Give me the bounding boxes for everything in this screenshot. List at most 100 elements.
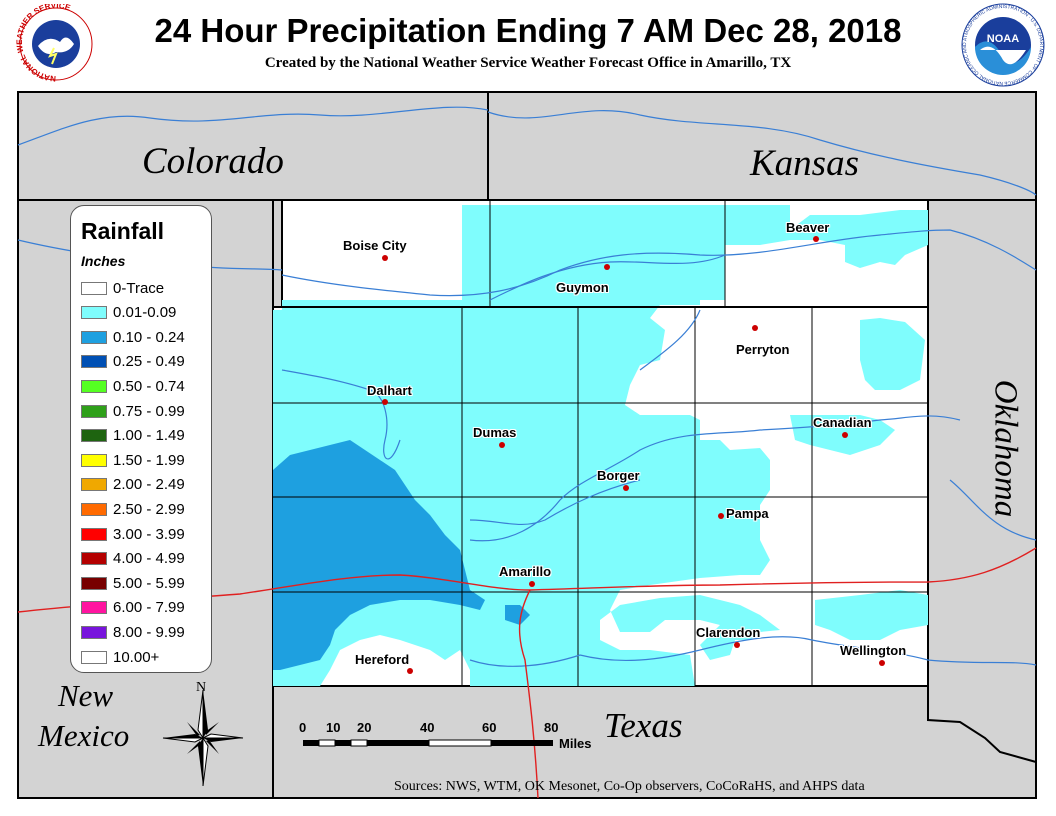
noaa-logo: NOAA NATIONAL OCEANIC AND ATMOSPHERIC AD… [961, 3, 1045, 87]
legend-swatch [81, 650, 107, 664]
legend-swatch [81, 355, 107, 369]
legend-item: 8.00 - 9.99 [81, 622, 185, 642]
compass-icon [162, 689, 244, 787]
city-dot-amarillo [529, 581, 535, 587]
legend-item: 10.00+ [81, 647, 159, 667]
legend-item: 0.25 - 0.49 [81, 352, 185, 372]
city-dot-borger [623, 485, 629, 491]
legend-label: 0.75 - 0.99 [113, 402, 185, 420]
legend-swatch [81, 576, 107, 590]
legend-label: 0.10 - 0.24 [113, 328, 185, 346]
city-label-wellington: Wellington [840, 643, 907, 658]
city-label-borger: Borger [597, 468, 640, 483]
scale-tick-0: 0 [299, 720, 307, 735]
page-subtitle: Created by the National Weather Service … [264, 55, 792, 71]
legend-item: 0-Trace [81, 278, 164, 298]
sources-text: Sources: NWS, WTM, OK Mesonet, Co-Op obs… [394, 779, 865, 794]
legend-swatch [81, 330, 107, 344]
legend-item: 3.00 - 3.99 [81, 524, 185, 544]
legend-swatch [81, 552, 107, 566]
city-label-pampa: Pampa [726, 506, 769, 521]
legend-item: 4.00 - 4.99 [81, 549, 185, 569]
scale-tick-60: 60 [482, 720, 497, 735]
legend-label: 0-Trace [113, 279, 165, 297]
legend-swatch [81, 478, 107, 492]
legend-swatch [81, 527, 107, 541]
scale-tick-20: 20 [357, 720, 372, 735]
city-label-dalhart: Dalhart [367, 383, 412, 398]
legend-label: 3.00 - 3.99 [113, 525, 185, 543]
county-lines [273, 200, 928, 686]
city-label-clarendon: Clarendon [696, 625, 761, 640]
scale-tick-40: 40 [420, 720, 435, 735]
scale-tick-10: 10 [326, 720, 341, 735]
city-dot-guymon [604, 264, 610, 270]
scale-bar [303, 739, 553, 747]
legend-label: 10.00+ [113, 648, 160, 666]
city-dot-clarendon [734, 642, 740, 648]
city-label-hereford: Hereford [355, 652, 410, 667]
city-dot-wellington [879, 660, 885, 666]
legend-label: 5.00 - 5.99 [113, 574, 185, 592]
legend-label: 0.25 - 0.49 [113, 353, 185, 371]
legend-units: Inches [81, 253, 126, 269]
legend-label: 2.50 - 2.99 [113, 500, 185, 518]
state-label-kansas: Kansas [750, 143, 859, 184]
legend-swatch [81, 453, 107, 467]
city-dot-boise-city [382, 255, 388, 261]
legend-item: 0.10 - 0.24 [81, 327, 185, 347]
legend-swatch [81, 601, 107, 615]
legend-item: 1.50 - 1.99 [81, 450, 185, 470]
legend: Rainfall Inches 0-Trace 0.01-0.09 0.10 - 0… [70, 205, 212, 673]
city-label-amarillo: Amarillo [499, 564, 552, 579]
svg-text:NOAA: NOAA [987, 33, 1019, 45]
city-dot-hereford [407, 668, 413, 674]
city-dot-perryton [752, 325, 758, 331]
city-dot-dumas [499, 442, 505, 448]
legend-swatch [81, 404, 107, 418]
legend-item: 0.50 - 0.74 [81, 376, 185, 396]
city-label-perryton: Perryton [736, 342, 790, 357]
legend-label: 1.50 - 1.99 [113, 451, 185, 469]
legend-swatch [81, 306, 107, 320]
legend-item: 2.50 - 2.99 [81, 499, 185, 519]
legend-swatch [81, 379, 107, 393]
legend-title: Rainfall [81, 218, 165, 244]
compass-north-label: N [196, 680, 207, 695]
highway [17, 547, 1037, 799]
legend-swatch [81, 502, 107, 516]
legend-label: 0.50 - 0.74 [113, 377, 185, 395]
legend-swatch [81, 429, 107, 443]
state-label-texas: Texas [604, 706, 683, 745]
rivers [17, 106, 1037, 667]
legend-label: 2.00 - 2.49 [113, 476, 185, 494]
city-label-canadian: Canadian [813, 415, 872, 430]
city-dot-pampa [718, 513, 724, 519]
state-label-colorado: Colorado [142, 141, 284, 182]
state-label-new-mexico-line2: Mexico [38, 718, 130, 753]
city-dot-canadian [842, 432, 848, 438]
scale-units: Miles [559, 736, 592, 751]
city-label-boise-city: Boise City [343, 238, 407, 253]
legend-swatch [81, 625, 107, 639]
state-label-oklahoma: Oklahoma [987, 379, 1024, 518]
scale-tick-80: 80 [544, 720, 559, 735]
legend-label: 4.00 - 4.99 [113, 550, 185, 568]
legend-label: 1.00 - 1.49 [113, 427, 185, 445]
page-title: 24 Hour Precipitation Ending 7 AM Dec 28… [154, 12, 902, 49]
city-dot-beaver [813, 236, 819, 242]
state-label-new-mexico-line1: New [58, 678, 114, 713]
legend-item: 2.00 - 2.49 [81, 475, 185, 495]
legend-item: 6.00 - 7.99 [81, 598, 185, 618]
nws-logo: NATIONAL WEATHER SERVICE [15, 4, 93, 83]
legend-label: 8.00 - 9.99 [113, 623, 185, 641]
legend-label: 0.01-0.09 [113, 304, 177, 322]
legend-item: 0.75 - 0.99 [81, 401, 185, 421]
city-label-dumas: Dumas [473, 425, 517, 440]
city-label-beaver: Beaver [786, 220, 830, 235]
legend-item: 1.00 - 1.49 [81, 426, 185, 446]
legend-label: 6.00 - 7.99 [113, 599, 185, 617]
legend-item: 5.00 - 5.99 [81, 573, 185, 593]
legend-item: 0.01-0.09 [81, 303, 176, 323]
